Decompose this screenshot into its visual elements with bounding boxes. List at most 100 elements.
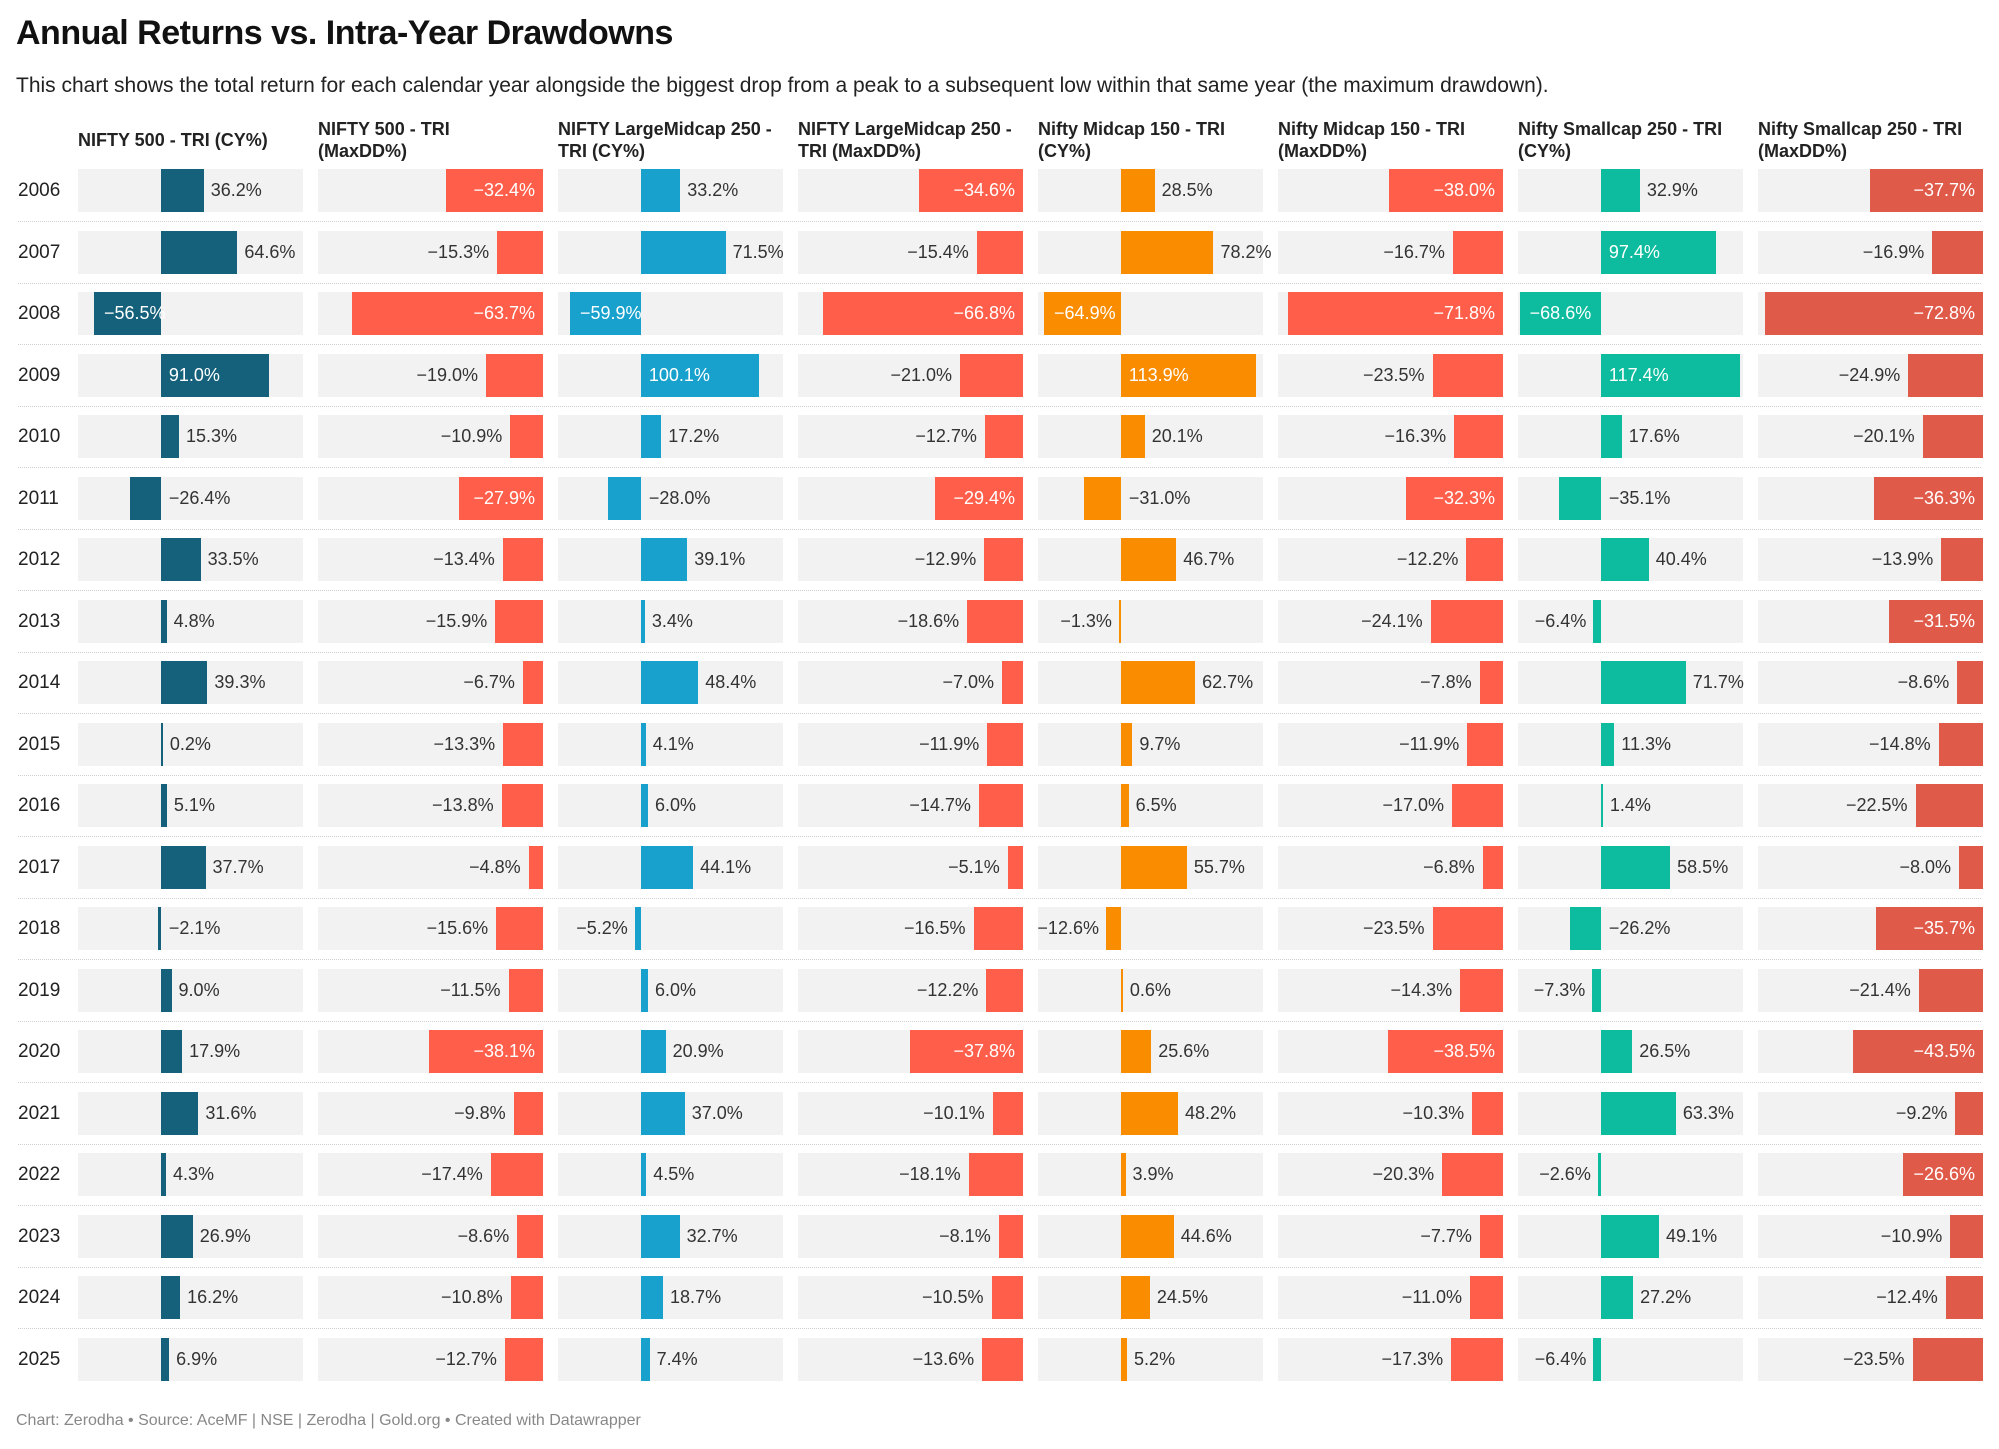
data-label: 31.6% [205, 1102, 257, 1123]
data-bar [1600, 1276, 1634, 1319]
data-bar [1002, 661, 1023, 704]
data-bar [992, 1091, 1023, 1135]
data-label: −37.8% [953, 1041, 1015, 1061]
table-cell: −18.6% [798, 599, 1023, 643]
data-label: 44.1% [700, 856, 752, 877]
data-label: 18.7% [670, 1287, 722, 1307]
chart-subtitle: This chart shows the total return for ea… [16, 74, 1549, 97]
table-cell: 36.2% [78, 169, 303, 212]
table-cell: 0.2% [78, 722, 303, 766]
data-label: −8.1% [939, 1225, 991, 1246]
year-label: 2020 [18, 1041, 61, 1062]
table-cell: 17.9% [78, 1030, 303, 1073]
data-label: −26.6% [1913, 1164, 1975, 1184]
table-cell: −14.3% [1278, 968, 1503, 1012]
data-bar [1482, 845, 1503, 889]
data-bar [1454, 415, 1503, 458]
row-separator [18, 1328, 1981, 1329]
table-cell: 0.6% [1038, 968, 1263, 1012]
row-separator [18, 713, 1981, 714]
table-cell: −68.6% [1518, 292, 1743, 335]
table-cell: 9.0% [78, 968, 303, 1012]
table-cell: −14.8% [1758, 722, 1983, 766]
data-label: −11.9% [919, 733, 980, 754]
table-cell: −26.6% [1758, 1153, 1983, 1196]
data-label: −18.6% [897, 610, 960, 631]
data-bar [982, 1337, 1023, 1381]
data-label: −59.9% [579, 303, 642, 323]
data-bar [1600, 1091, 1676, 1135]
table-cell: −10.5% [798, 1276, 1023, 1319]
table-cell: −29.4% [798, 476, 1023, 520]
table-cell: −24.1% [1278, 599, 1503, 643]
table-cell: −38.1% [318, 1030, 543, 1073]
data-bar [1875, 907, 1983, 950]
data-bar [502, 538, 543, 581]
table-cell: 44.1% [558, 845, 783, 889]
data-label: 48.4% [705, 672, 757, 692]
data-label: −15.6% [426, 918, 489, 938]
table-cell: −35.7% [1758, 907, 1983, 950]
table-cell: 3.9% [1038, 1153, 1263, 1196]
table-cell: 3.4% [558, 599, 783, 643]
table-cell: −7.0% [798, 661, 1023, 704]
data-label: −7.8% [1420, 672, 1472, 692]
data-label: −72.8% [1913, 303, 1975, 323]
data-bar [1932, 230, 1983, 274]
data-label: −10.8% [441, 1287, 503, 1307]
table-cell: 63.3% [1518, 1091, 1743, 1135]
table-cell: −71.8% [1278, 292, 1503, 335]
data-bar [490, 1153, 543, 1196]
data-bar [160, 599, 167, 643]
data-label: 0.2% [169, 733, 211, 754]
data-bar [160, 415, 179, 458]
data-bar [998, 1214, 1023, 1258]
data-bar [1938, 722, 1983, 766]
table-cell: 1.4% [1518, 784, 1743, 827]
table-cell: −16.5% [798, 907, 1023, 950]
data-bar [160, 353, 269, 397]
data-label: 39.1% [694, 549, 746, 569]
table-cell: −2.6% [1518, 1153, 1743, 1196]
table-cell: 71.7% [1518, 661, 1744, 704]
data-label: −8.6% [1897, 672, 1950, 692]
data-label: −21.0% [890, 364, 952, 385]
table-cell: −72.8% [1758, 292, 1983, 335]
data-bar [1120, 1337, 1128, 1381]
data-bar [1452, 230, 1503, 274]
table-cell: 32.7% [558, 1214, 783, 1258]
data-bar [160, 230, 238, 274]
table-cell: 11.3% [1518, 722, 1743, 766]
data-bar [510, 1276, 543, 1319]
data-label: −15.9% [425, 610, 488, 631]
data-bar [428, 1030, 543, 1073]
data-bar [984, 538, 1023, 581]
data-bar [160, 169, 204, 212]
row-separator [18, 1082, 1981, 1083]
data-label: 36.2% [210, 180, 262, 200]
data-label: 27.2% [1640, 1287, 1692, 1307]
table-cell: −35.1% [1518, 476, 1743, 520]
data-label: 5.1% [173, 795, 215, 815]
data-bar [160, 1030, 183, 1073]
data-label: 17.9% [189, 1041, 241, 1061]
table-cell: −8.6% [1758, 661, 1983, 704]
data-label: −1.3% [1060, 610, 1112, 631]
table-cell: 4.3% [78, 1153, 303, 1196]
data-label: −6.8% [1423, 856, 1475, 877]
data-bar [1451, 1337, 1503, 1381]
data-bar [1120, 845, 1187, 889]
data-label: −8.6% [457, 1225, 510, 1246]
year-label: 2023 [18, 1225, 61, 1247]
data-label: −2.1% [168, 918, 221, 938]
table-cell: −8.6% [318, 1214, 543, 1258]
data-bar [607, 476, 641, 520]
year-label: 2014 [18, 672, 61, 693]
data-bar [1007, 845, 1023, 889]
table-cell: −10.8% [318, 1276, 543, 1319]
year-label: 2013 [18, 610, 61, 632]
data-label: −12.7% [915, 426, 977, 446]
data-label: −6.4% [1534, 610, 1587, 631]
table-cell: −10.9% [318, 415, 543, 458]
data-bar [1287, 292, 1503, 335]
